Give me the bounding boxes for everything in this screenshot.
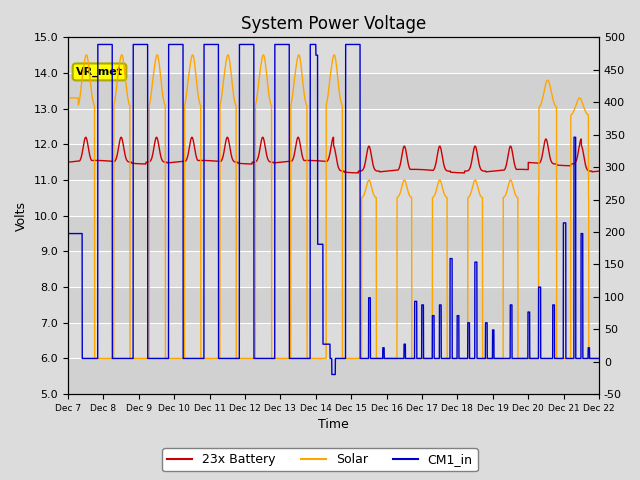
Y-axis label: Volts: Volts bbox=[15, 201, 28, 231]
X-axis label: Time: Time bbox=[318, 419, 349, 432]
Legend: 23x Battery, Solar, CM1_in: 23x Battery, Solar, CM1_in bbox=[163, 448, 477, 471]
Bar bbox=[68, 73, 599, 108]
Bar bbox=[68, 144, 599, 180]
Text: VR_met: VR_met bbox=[76, 67, 123, 77]
Bar bbox=[68, 108, 599, 144]
Bar bbox=[68, 359, 599, 394]
Title: System Power Voltage: System Power Voltage bbox=[241, 15, 426, 33]
Bar bbox=[68, 180, 599, 216]
Bar bbox=[68, 323, 599, 359]
Bar bbox=[68, 216, 599, 252]
Bar bbox=[68, 252, 599, 287]
Bar bbox=[68, 37, 599, 73]
Bar bbox=[68, 287, 599, 323]
